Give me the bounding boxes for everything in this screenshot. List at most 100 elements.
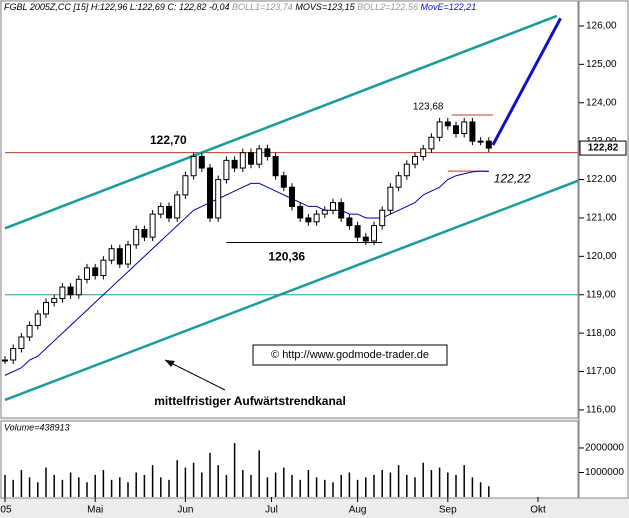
header-part: BOLL1=123,74	[232, 2, 293, 12]
candle	[149, 213, 156, 238]
candle	[256, 148, 263, 165]
annotation: mittelfristiger Aufwärtstrendkanal	[154, 394, 346, 408]
moving-average	[4, 170, 489, 376]
level-label: 123,68	[413, 102, 444, 113]
candle	[395, 175, 402, 188]
candle	[166, 205, 172, 219]
candle	[289, 186, 295, 207]
volume-tick-label: 1000000	[585, 467, 624, 478]
x-tick-label: Jul	[265, 505, 278, 516]
candle	[420, 148, 427, 158]
candle	[239, 152, 246, 169]
candle	[108, 248, 115, 261]
candle	[362, 236, 369, 242]
price-label: 122,82	[588, 143, 619, 154]
candle	[84, 267, 90, 280]
watermark: © http://www.godmode-trader.de	[271, 349, 429, 361]
candle	[264, 148, 271, 158]
level-label: 122,70	[150, 133, 187, 147]
candle	[461, 121, 468, 134]
candle	[223, 159, 230, 181]
candle	[354, 225, 361, 238]
candle	[182, 175, 189, 196]
candle	[198, 156, 205, 169]
candle	[313, 213, 320, 223]
candle	[330, 202, 336, 211]
y-tick-label: 118,00	[586, 328, 616, 339]
candle	[75, 278, 82, 296]
volume-label: Volume=438913	[4, 422, 69, 432]
candle	[141, 228, 148, 238]
x-tick-label: '05	[0, 505, 12, 516]
candle	[92, 267, 99, 277]
candle	[10, 348, 17, 361]
header-part: BOLL2=122,56	[357, 2, 418, 12]
volume-panel	[0, 420, 579, 499]
price-box	[579, 140, 627, 156]
y-tick-label: 125,00	[586, 59, 617, 70]
candle	[297, 205, 304, 219]
watermark-box	[252, 344, 448, 366]
header: FGBL 2005Z,CC [15] H:122,96 L:122,69 C: …	[4, 2, 476, 12]
candle	[371, 225, 377, 242]
x-tick-label: Jun	[177, 505, 193, 516]
trend-line	[4, 14, 558, 230]
candle	[67, 286, 74, 296]
header-part: FGBL 2005Z,CC [15] H:122,96 L:122,69 C: …	[4, 2, 229, 12]
candle	[379, 209, 386, 227]
header-part: MOVS=123,15	[295, 2, 355, 12]
candle	[125, 244, 131, 265]
candle	[18, 336, 25, 349]
candle	[453, 125, 459, 134]
candle	[477, 140, 484, 143]
candle	[100, 259, 107, 277]
candle	[43, 301, 49, 315]
y-tick-label: 119,00	[586, 289, 616, 300]
candle	[403, 163, 410, 177]
candle	[157, 205, 164, 215]
candle	[2, 359, 8, 362]
header-part: MovE=122,21	[420, 2, 476, 12]
candle	[338, 202, 345, 219]
arrow-head	[165, 360, 175, 367]
candle	[321, 209, 328, 215]
level-label: 120,36	[268, 250, 305, 264]
y-tick-label: 117,00	[586, 366, 616, 377]
y-tick-label: 116,00	[586, 405, 616, 416]
candle	[51, 298, 58, 303]
candle	[174, 194, 181, 219]
candle	[34, 313, 41, 326]
volume-tick-label: 2000000	[585, 443, 624, 454]
x-tick-label: Mai	[87, 505, 103, 516]
trend-line	[491, 17, 562, 146]
candle	[412, 156, 418, 165]
candle	[428, 136, 435, 150]
y-tick-label: 120,00	[586, 251, 617, 262]
candle	[248, 152, 254, 165]
candle	[190, 156, 197, 177]
candle	[387, 186, 394, 211]
candle	[215, 179, 222, 219]
y-tick-label: 121,00	[586, 213, 617, 224]
candle	[59, 286, 66, 300]
x-tick-label: Okt	[530, 505, 546, 516]
axis-panel	[578, 0, 629, 499]
y-tick-label: 124,00	[586, 97, 617, 108]
candle	[133, 228, 140, 246]
candle	[444, 121, 451, 127]
trend-line	[4, 179, 578, 402]
candle	[272, 156, 279, 177]
candle	[436, 121, 443, 138]
candle	[485, 140, 492, 149]
level-label: 122,22	[494, 171, 531, 185]
annotation-arrow	[164, 359, 226, 391]
candle	[346, 217, 353, 227]
candle	[469, 121, 476, 142]
candle	[280, 175, 287, 188]
x-tick-label: Aug	[349, 505, 367, 516]
candle	[305, 217, 312, 223]
y-tick-label: 126,00	[586, 21, 617, 32]
y-tick-label: 122,00	[586, 174, 617, 185]
candle	[26, 324, 33, 338]
